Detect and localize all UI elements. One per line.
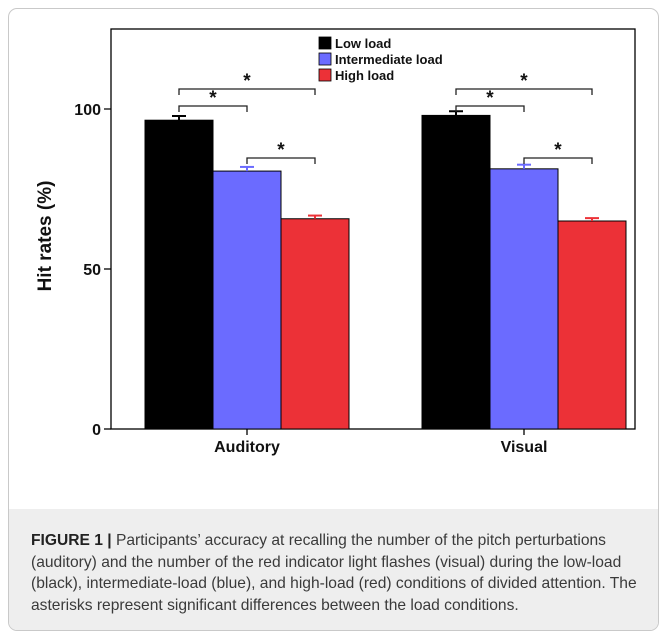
x-category-label: Visual — [501, 439, 548, 456]
legend-label: Low load — [335, 36, 391, 51]
legend-label: High load — [335, 68, 394, 83]
caption-body: Participants’ accuracy at recalling the … — [31, 532, 637, 614]
significance-asterisk: * — [243, 71, 251, 92]
significance-asterisk: * — [554, 140, 562, 161]
legend-label: Intermediate load — [335, 52, 443, 67]
plot-frame — [110, 28, 636, 430]
significance-asterisk: * — [209, 88, 217, 109]
legend-swatch — [318, 68, 332, 82]
bar — [280, 218, 350, 430]
bar — [557, 220, 627, 430]
significance-bracket — [523, 157, 593, 164]
caption-label: FIGURE 1 | — [31, 532, 112, 549]
y-tick-label: 50 — [83, 262, 101, 279]
significance-bracket — [455, 105, 525, 112]
significance-bracket — [178, 88, 316, 95]
bar — [489, 168, 559, 430]
figure-panel: 0 50 100 Auditory Visual * * * * * * Low load Inte… — [8, 8, 659, 631]
legend-swatch — [318, 36, 332, 50]
caption-background — [9, 509, 658, 630]
bar — [421, 114, 491, 430]
bar — [144, 119, 214, 430]
y-tick-label: 0 — [92, 422, 101, 439]
bar-chart: 0 50 100 Auditory Visual * * * * * * Low loadInte… — [35, 28, 636, 456]
y-tick-label: 100 — [74, 102, 101, 119]
significance-asterisk: * — [520, 71, 528, 92]
x-category-label: Auditory — [214, 439, 280, 456]
significance-bracket — [246, 157, 316, 164]
significance-asterisk: * — [486, 88, 494, 109]
significance-bracket — [455, 88, 593, 95]
y-axis-label: Hit rates (%) — [35, 181, 56, 292]
bar — [212, 170, 282, 430]
figure-caption: FIGURE 1 | Participants’ accuracy at rec… — [31, 530, 646, 616]
significance-bracket — [178, 105, 248, 112]
significance-asterisk: * — [277, 140, 285, 161]
legend-swatch — [318, 52, 332, 66]
